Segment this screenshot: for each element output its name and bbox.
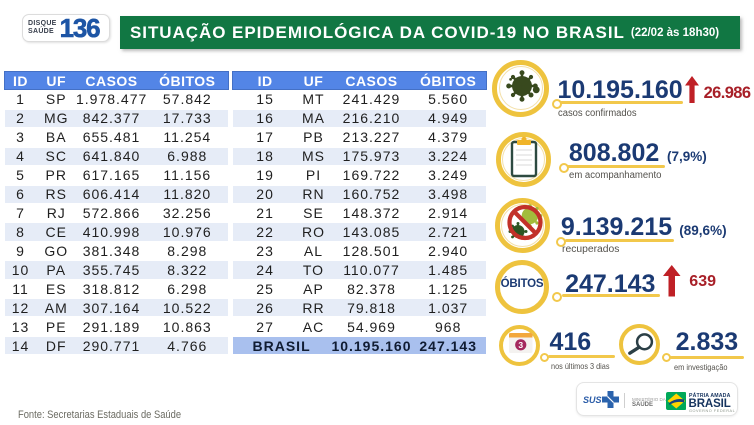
svg-text:3: 3 bbox=[518, 340, 523, 350]
